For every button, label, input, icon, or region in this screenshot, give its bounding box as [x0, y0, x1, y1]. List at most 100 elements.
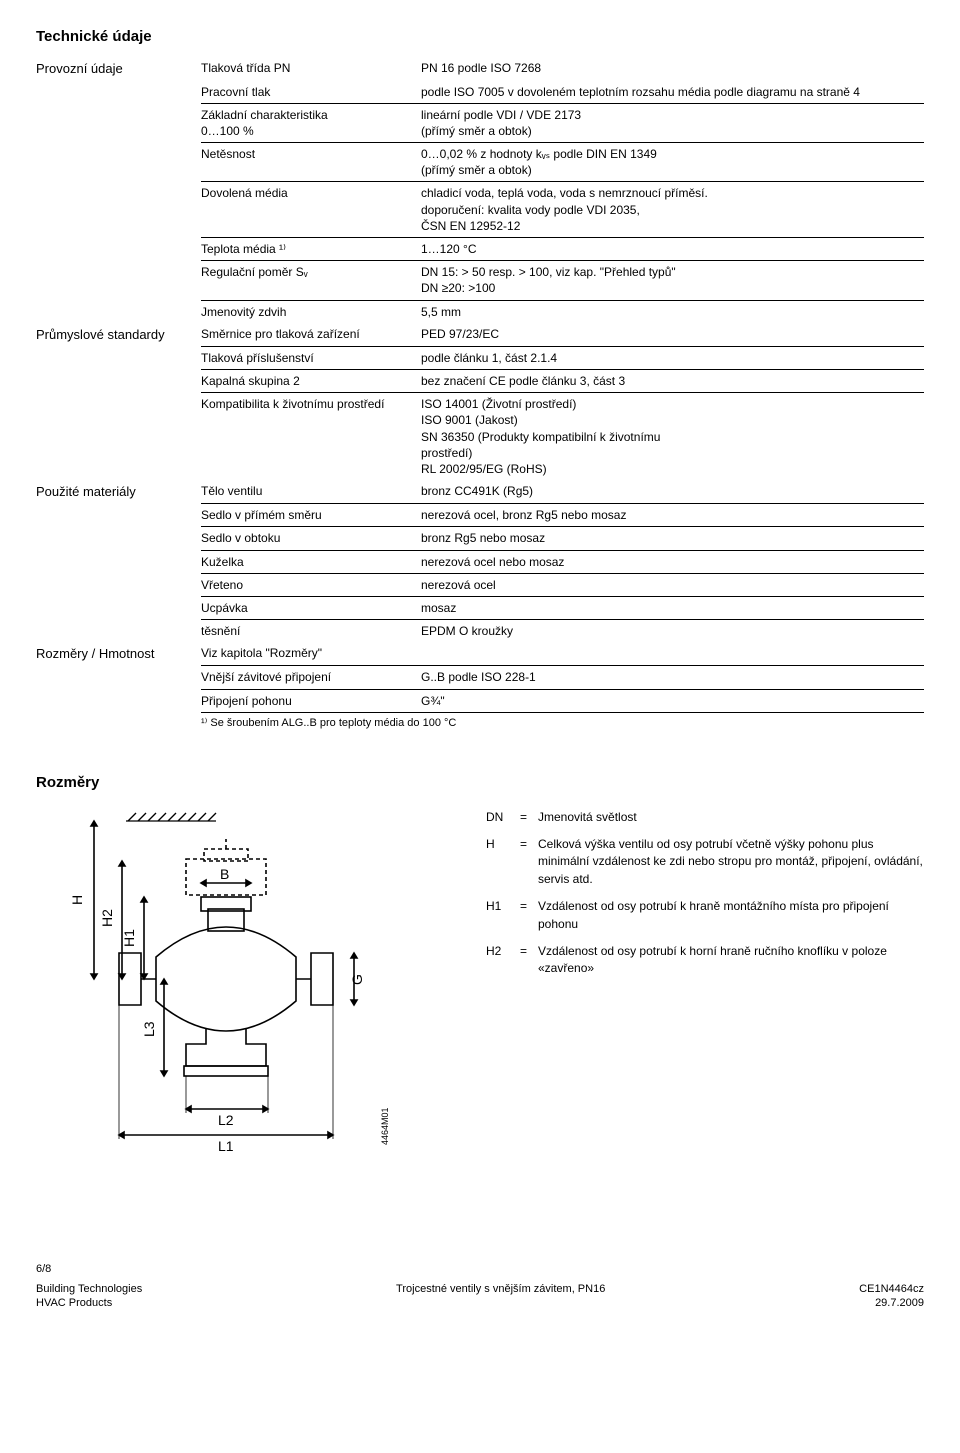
param-cell: Směrnice pro tlaková zařízení: [201, 323, 421, 347]
param-cell: Tlaková třída PN: [201, 57, 421, 81]
group-label-cell: [36, 143, 201, 182]
param-cell: Ucpávka: [201, 596, 421, 619]
group-label-cell: [36, 103, 201, 142]
legend-equals: =: [520, 898, 538, 915]
value-cell: lineární podle VDI / VDE 2173 (přímý smě…: [421, 103, 924, 142]
group-label-cell: Rozměry / Hmotnost: [36, 642, 201, 666]
group-label-cell: Provozní údaje: [36, 57, 201, 81]
footer-center: Trojcestné ventily s vnějším závitem, PN…: [142, 1282, 859, 1296]
param-cell: Kapalná skupina 2: [201, 370, 421, 393]
param-cell: Základní charakteristika 0…100 %: [201, 103, 421, 142]
table-row: Jmenovitý zdvih5,5 mm: [36, 300, 924, 323]
value-cell: bronz Rg5 nebo mosaz: [421, 527, 924, 550]
dim-label-B: B: [220, 866, 229, 882]
group-label-cell: [36, 550, 201, 573]
value-cell: bez značení CE podle článku 3, část 3: [421, 370, 924, 393]
table-row: těsněníEPDM O kroužky: [36, 620, 924, 643]
value-cell: mosaz: [421, 596, 924, 619]
param-cell: Netěsnost: [201, 143, 421, 182]
dim-label-H: H: [69, 894, 85, 904]
dim-label-L3: L3: [141, 1021, 157, 1037]
table-row: Kapalná skupina 2bez značení CE podle čl…: [36, 370, 924, 393]
group-label-cell: Použité materiály: [36, 480, 201, 504]
dimension-drawing: H H2 H1 L3 B G L2 L1 4464M01: [36, 809, 456, 1172]
dim-label-H2: H2: [99, 908, 115, 926]
legend-label: H: [486, 836, 520, 853]
value-cell: DN 15: > 50 resp. > 100, viz kap. "Přehl…: [421, 261, 924, 300]
group-label-cell: [36, 81, 201, 104]
group-label-cell: [36, 370, 201, 393]
group-label-cell: [36, 596, 201, 619]
legend-row: H=Celková výška ventilu od osy potrubí v…: [486, 836, 924, 888]
param-cell: Viz kapitola "Rozměry": [201, 642, 421, 666]
dim-label-H1: H1: [121, 928, 137, 946]
value-cell: podle článku 1, část 2.1.4: [421, 346, 924, 369]
param-cell: Pracovní tlak: [201, 81, 421, 104]
param-cell: Vřeteno: [201, 573, 421, 596]
dim-label-L1: L1: [218, 1138, 234, 1154]
legend-text: Celková výška ventilu od osy potrubí vče…: [538, 836, 924, 888]
param-cell: Jmenovitý zdvih: [201, 300, 421, 323]
legend-row: H1=Vzdálenost od osy potrubí k hraně mon…: [486, 898, 924, 933]
param-cell: Připojení pohonu: [201, 689, 421, 712]
table-row: Sedlo v obtokubronz Rg5 nebo mosaz: [36, 527, 924, 550]
footer-right1: CE1N4464cz: [859, 1282, 924, 1296]
value-cell: PED 97/23/EC: [421, 323, 924, 347]
value-cell: bronz CC491K (Rg5): [421, 480, 924, 504]
group-label-cell: [36, 504, 201, 527]
tech-table: Provozní údajeTlaková třída PNPN 16 podl…: [36, 57, 924, 734]
table-row: Vřetenonerezová ocel: [36, 573, 924, 596]
legend-label: DN: [486, 809, 520, 826]
table-row: Netěsnost0…0,02 % z hodnoty kᵥₛ podle DI…: [36, 143, 924, 182]
value-cell: nerezová ocel: [421, 573, 924, 596]
footer-left2: HVAC Products: [36, 1296, 142, 1310]
footnote-row: ¹⁾ Se šroubením ALG..B pro teploty média…: [36, 712, 924, 733]
value-cell: PN 16 podle ISO 7268: [421, 57, 924, 81]
table-row: Regulační poměr SᵥDN 15: > 50 resp. > 10…: [36, 261, 924, 300]
group-label-cell: [36, 393, 201, 480]
table-row: Vnější závitové připojeníG..B podle ISO …: [36, 666, 924, 689]
value-cell: G¾": [421, 689, 924, 712]
param-cell: Tělo ventilu: [201, 480, 421, 504]
dim-label-L2: L2: [218, 1112, 234, 1128]
legend-label: H2: [486, 943, 520, 960]
group-label-cell: [36, 182, 201, 238]
dimension-legend: DN=Jmenovitá světlostH=Celková výška ven…: [486, 809, 924, 988]
value-cell: podle ISO 7005 v dovoleném teplotním roz…: [421, 81, 924, 104]
group-label-cell: [36, 620, 201, 643]
value-cell: G..B podle ISO 228-1: [421, 666, 924, 689]
table-row: Sedlo v přímém směrunerezová ocel, bronz…: [36, 504, 924, 527]
value-cell: ISO 14001 (Životní prostředí) ISO 9001 (…: [421, 393, 924, 480]
value-cell: nerezová ocel, bronz Rg5 nebo mosaz: [421, 504, 924, 527]
group-label-cell: [36, 689, 201, 712]
group-label-cell: [36, 238, 201, 261]
param-cell: Kuželka: [201, 550, 421, 573]
legend-text: Jmenovitá světlost: [538, 809, 924, 826]
legend-equals: =: [520, 809, 538, 826]
footer-right2: 29.7.2009: [859, 1296, 924, 1310]
param-cell: Teplota média ¹⁾: [201, 238, 421, 261]
table-row: Základní charakteristika 0…100 %lineární…: [36, 103, 924, 142]
value-cell: [421, 642, 924, 666]
legend-row: DN=Jmenovitá světlost: [486, 809, 924, 826]
group-label-cell: Průmyslové standardy: [36, 323, 201, 347]
param-cell: Vnější závitové připojení: [201, 666, 421, 689]
table-row: Ucpávkamosaz: [36, 596, 924, 619]
group-label-cell: [36, 527, 201, 550]
table-row: Kompatibilita k životnímu prostředíISO 1…: [36, 393, 924, 480]
table-row: Teplota média ¹⁾1…120 °C: [36, 238, 924, 261]
legend-equals: =: [520, 836, 538, 853]
table-row: Rozměry / HmotnostViz kapitola "Rozměry": [36, 642, 924, 666]
group-label-cell: [36, 666, 201, 689]
table-row: Kuželkanerezová ocel nebo mosaz: [36, 550, 924, 573]
legend-label: H1: [486, 898, 520, 915]
value-cell: nerezová ocel nebo mosaz: [421, 550, 924, 573]
page-footer: 6/8 Building Technologies HVAC Products …: [36, 1262, 924, 1311]
group-label-cell: [36, 300, 201, 323]
group-label-cell: [36, 261, 201, 300]
value-cell: EPDM O kroužky: [421, 620, 924, 643]
table-row: Tlaková příslušenstvípodle článku 1, čás…: [36, 346, 924, 369]
value-cell: 1…120 °C: [421, 238, 924, 261]
table-row: Připojení pohonuG¾": [36, 689, 924, 712]
param-cell: Kompatibilita k životnímu prostředí: [201, 393, 421, 480]
